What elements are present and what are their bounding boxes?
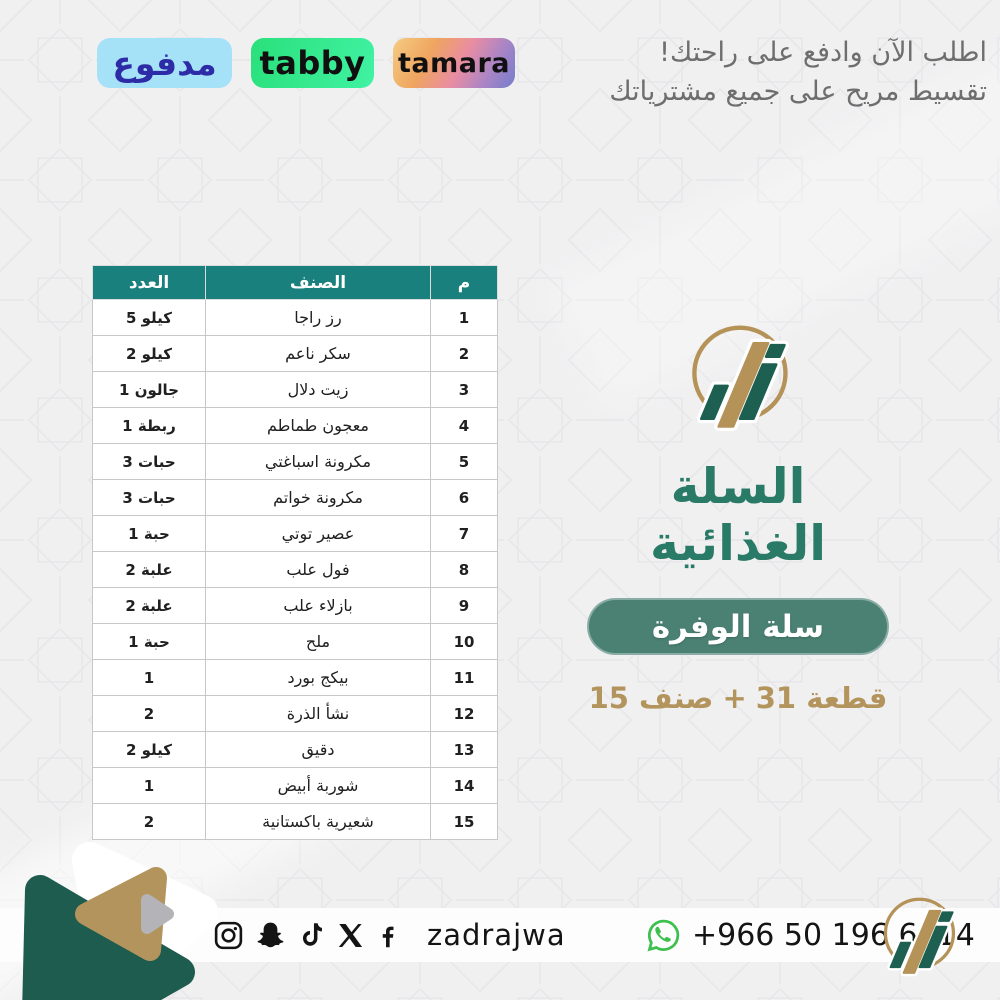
- social-links-row: zadrajwa: [212, 908, 566, 962]
- item-qty-cell: 1 ربطة: [92, 407, 206, 444]
- corner-decoration: [22, 842, 218, 1000]
- item-qty-cell: 1 جالون: [92, 371, 206, 408]
- brand-logo: [692, 325, 789, 431]
- item-name-cell: مكرونة اسباغتي: [205, 443, 431, 480]
- item-name-cell: سكر ناعم: [205, 335, 431, 372]
- column-header-item: الصنف: [205, 265, 431, 300]
- table-row: 14 شوربة أبيض 1: [92, 767, 498, 804]
- item-qty-cell: 2: [92, 695, 206, 732]
- item-name-cell: معجون طماطم: [205, 407, 431, 444]
- items-count-line: 15 صنف + 31 قطعة: [578, 681, 898, 715]
- row-index-cell: 12: [430, 695, 498, 732]
- tamara-logo: tamara: [393, 38, 515, 88]
- table-row: 13 دقيق 2 كيلو: [92, 731, 498, 768]
- item-name-cell: دقيق: [205, 731, 431, 768]
- item-qty-cell: 3 حبات: [92, 479, 206, 516]
- item-name-cell: نشأ الذرة: [205, 695, 431, 732]
- tiktok-icon: [296, 920, 327, 951]
- table-row: 10 ملح 1 حبة: [92, 623, 498, 660]
- tagline-line2: تقسيط مريح على جميع مشترياتك: [609, 76, 987, 107]
- column-header-index: م: [430, 265, 498, 300]
- item-qty-cell: 1 حبة: [92, 623, 206, 660]
- table-row: 12 نشأ الذرة 2: [92, 695, 498, 732]
- table-row: 9 بازلاء علب 2 علبة: [92, 587, 498, 624]
- item-qty-cell: 1: [92, 767, 206, 804]
- tabby-logo-label: tabby: [259, 44, 366, 82]
- item-qty-cell: 2: [92, 803, 206, 840]
- row-index-cell: 9: [430, 587, 498, 624]
- table-header-row: م الصنف العدد: [92, 265, 498, 300]
- tagline: اطلب الآن وادفع على راحتك! تقسيط مريح عل…: [609, 33, 987, 111]
- row-index-cell: 5: [430, 443, 498, 480]
- madfu-logo-label: مدفوع: [112, 43, 217, 83]
- payment-logos-row: مدفوع tabby tamara: [97, 38, 515, 88]
- social-handle: zadrajwa: [427, 918, 566, 952]
- table-row: 7 عصير توتي 1 حبة: [92, 515, 498, 552]
- row-index-cell: 2: [430, 335, 498, 372]
- item-name-cell: مكرونة خواتم: [205, 479, 431, 516]
- facebook-icon: [374, 921, 402, 949]
- item-name-cell: شوربة أبيض: [205, 767, 431, 804]
- items-count-second: 31 قطعة: [755, 681, 888, 715]
- row-index-cell: 7: [430, 515, 498, 552]
- item-qty-cell: 1: [92, 659, 206, 696]
- basket-name-label: سلة الوفرة: [651, 608, 825, 645]
- item-qty-cell: 2 علبة: [92, 587, 206, 624]
- basket-table-body: 1 رز راجا 5 كيلو 2 سكر ناعم 2 كيلو 3 زيت دلال 1 …: [92, 299, 498, 840]
- item-qty-cell: 5 كيلو: [92, 299, 206, 336]
- row-index-cell: 14: [430, 767, 498, 804]
- row-index-cell: 3: [430, 371, 498, 408]
- item-qty-cell: 1 حبة: [92, 515, 206, 552]
- item-name-cell: ملح: [205, 623, 431, 660]
- item-name-cell: رز راجا: [205, 299, 431, 336]
- item-qty-cell: 3 حبات: [92, 443, 206, 480]
- item-name-cell: عصير توتي: [205, 515, 431, 552]
- table-row: 3 زيت دلال 1 جالون: [92, 371, 498, 408]
- snapchat-icon: [254, 919, 287, 952]
- madfu-logo: مدفوع: [97, 38, 232, 88]
- item-name-cell: زيت دلال: [205, 371, 431, 408]
- row-index-cell: 10: [430, 623, 498, 660]
- brand-logo-small: [883, 897, 956, 977]
- table-row: 8 فول علب 2 علبة: [92, 551, 498, 588]
- column-header-qty: العدد: [92, 265, 206, 300]
- table-row: 11 بيكج بورد 1: [92, 659, 498, 696]
- item-qty-cell: 2 علبة: [92, 551, 206, 588]
- basket-name-badge: سلة الوفرة: [587, 598, 889, 655]
- x-icon: [336, 921, 365, 950]
- basket-items-table: م الصنف العدد 1 رز راجا 5 كيلو 2 سكر ناعم 2 ك…: [92, 265, 498, 840]
- basket-title: السلة الغذائية: [649, 458, 827, 572]
- table-row: 4 معجون طماطم 1 ربطة: [92, 407, 498, 444]
- item-qty-cell: 2 كيلو: [92, 731, 206, 768]
- table-row: 2 سكر ناعم 2 كيلو: [92, 335, 498, 372]
- row-index-cell: 6: [430, 479, 498, 516]
- item-name-cell: شعيرية باكستانية: [205, 803, 431, 840]
- table-row: 5 مكرونة اسباغتي 3 حبات: [92, 443, 498, 480]
- table-row: 6 مكرونة خواتم 3 حبات: [92, 479, 498, 516]
- item-name-cell: بازلاء علب: [205, 587, 431, 624]
- row-index-cell: 8: [430, 551, 498, 588]
- tabby-logo: tabby: [251, 38, 374, 88]
- row-index-cell: 11: [430, 659, 498, 696]
- items-count-first: 15 صنف: [588, 681, 714, 715]
- row-index-cell: 15: [430, 803, 498, 840]
- item-name-cell: فول علب: [205, 551, 431, 588]
- whatsapp-icon: [645, 917, 682, 954]
- tamara-logo-label: tamara: [397, 47, 510, 79]
- item-name-cell: بيكج بورد: [205, 659, 431, 696]
- row-index-cell: 13: [430, 731, 498, 768]
- row-index-cell: 1: [430, 299, 498, 336]
- item-qty-cell: 2 كيلو: [92, 335, 206, 372]
- brand-panel: السلة الغذائية سلة الوفرة 15 صنف + 31 قط…: [578, 318, 898, 715]
- table-row: 15 شعيرية باكستانية 2: [92, 803, 498, 840]
- table-row: 1 رز راجا 5 كيلو: [92, 299, 498, 336]
- tagline-line1: اطلب الآن وادفع على راحتك!: [659, 37, 987, 68]
- items-count-plus: +: [722, 681, 747, 715]
- row-index-cell: 4: [430, 407, 498, 444]
- instagram-icon: [212, 919, 245, 952]
